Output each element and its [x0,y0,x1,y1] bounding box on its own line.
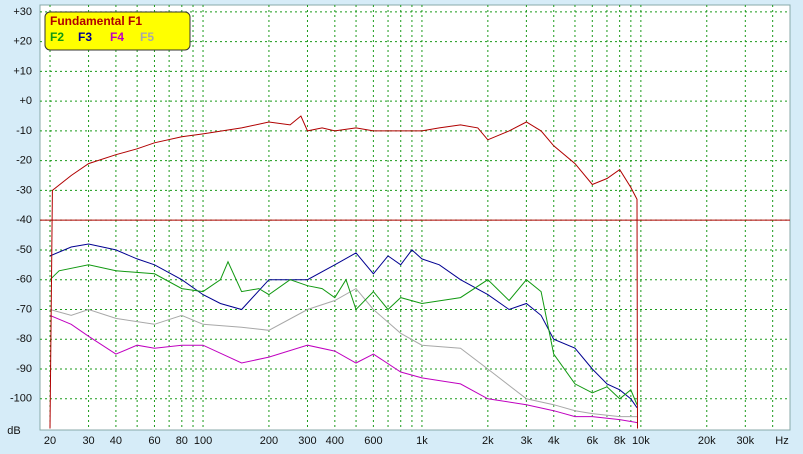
x-tick-label: 8k [614,435,626,447]
plot-area [39,4,791,431]
series-line [49,287,637,418]
series-line [49,115,638,429]
y-axis-label: dB [7,425,20,437]
x-tick-label: 3k [521,435,533,447]
legend-entry: F2 [50,30,64,44]
y-tick-label: -10 [16,125,32,137]
x-tick-label: 20k [698,435,716,447]
y-tick-label: -50 [16,244,32,256]
x-tick-label: 30k [736,435,754,447]
lines [40,115,790,429]
x-tick-label: 4k [548,435,560,447]
x-tick-label: 6k [586,435,598,447]
y-tick-label: -70 [16,303,32,315]
y-tick-label: -40 [16,214,32,226]
x-tick-label: 400 [326,435,344,447]
x-tick-label: 600 [364,435,382,447]
y-tick-label: +30 [13,6,32,18]
y-tick-label: +0 [19,95,32,107]
x-tick-label: 200 [260,435,278,447]
x-tick-label: 1k [416,435,428,447]
x-tick-label: 30 [82,435,94,447]
x-tick-label: 60 [148,435,160,447]
legend-entry: F3 [78,30,92,44]
y-tick-label: +20 [13,36,32,48]
y-tick-label: -20 [16,155,32,167]
y-tick-label: -80 [16,333,32,345]
legend: Fundamental F1 F2 F3 F4 F5 [44,11,191,51]
y-tick-label: -30 [16,184,32,196]
series-line [49,260,638,405]
x-tick-label: 20 [44,435,56,447]
y-tick-label: -90 [16,363,32,375]
x-tick-label: 10k [632,435,650,447]
legend-box [44,11,191,51]
legend-entry: F5 [140,30,154,44]
series-line [49,314,638,424]
legend-entry: F4 [110,30,124,44]
x-tick-label: 2k [482,435,494,447]
y-tick-label: -60 [16,274,32,286]
series-line [49,243,638,408]
x-tick-label: 40 [110,435,122,447]
x-axis-label: Hz [775,435,788,447]
legend-entry: Fundamental F1 [50,14,142,28]
x-tick-label: 300 [298,435,316,447]
y-tick-label: -100 [10,393,32,405]
x-tick-label: 80 [176,435,188,447]
y-tick-label: +10 [13,65,32,77]
x-tick-label: 100 [194,435,212,447]
